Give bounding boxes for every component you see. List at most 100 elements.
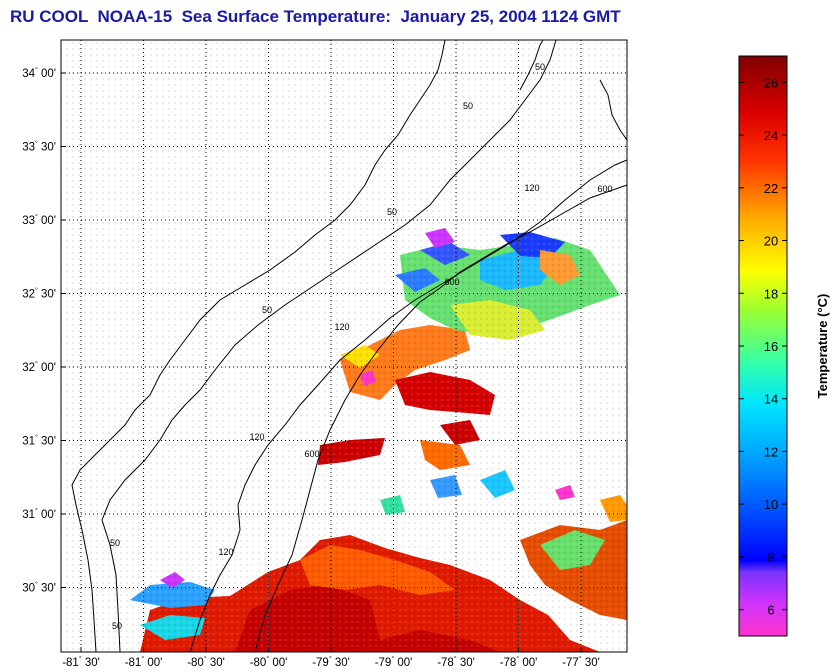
colorbar-tick-label: 6 xyxy=(767,603,774,618)
colorbar-tick-label: 10 xyxy=(764,497,778,512)
contour-label: 120 xyxy=(218,547,233,557)
lat-tick-label: 31° 30' xyxy=(22,434,56,448)
lat-min-text: 00' xyxy=(38,362,56,374)
lat-tick-label: 33° 30' xyxy=(22,140,56,154)
contour-label: 600 xyxy=(444,277,459,287)
contour-label: 50 xyxy=(463,101,473,111)
lon-tick-label: -78° 00' xyxy=(500,655,538,669)
lon-deg-text: -78 xyxy=(437,657,454,669)
lat-tick-label: 31° 00' xyxy=(22,507,56,521)
degree-symbol: ° xyxy=(391,655,394,663)
colorbar-ticks: 6 8 10 12 14 16 18 20 22 24 26 xyxy=(739,75,787,618)
lon-tick-label: -79° 30' xyxy=(312,655,350,669)
lat-deg-text: 32 xyxy=(22,362,35,374)
colorbar: 6 8 10 12 14 16 18 20 22 24 26 Temperature (°C) xyxy=(738,55,830,637)
lon-deg-text: -79 xyxy=(375,657,392,669)
lon-min-text: 30' xyxy=(82,657,100,669)
colorbar-tick-label: 26 xyxy=(764,75,778,90)
contour-label: 600 xyxy=(304,449,319,459)
lat-min-text: 30' xyxy=(38,583,56,595)
lat-tick-label: 34° 00' xyxy=(22,66,56,80)
lon-deg-text: -78 xyxy=(500,657,517,669)
contour-labels: 50 50 50 50 50 50 120 120 120 120 600 600 600 xyxy=(110,62,613,631)
chart-title: RU COOL NOAA-15 Sea Surface Temperature:… xyxy=(10,7,621,26)
lon-deg-text: -80 xyxy=(250,657,267,669)
colorbar-tick-label: 20 xyxy=(764,234,778,249)
contour-label: 50 xyxy=(262,305,272,315)
lon-min-text: 30' xyxy=(457,657,475,669)
lon-min-text: 00' xyxy=(519,657,537,669)
inlet-north xyxy=(599,79,627,141)
degree-symbol: ° xyxy=(79,655,82,663)
lat-tick-label: 33° 00' xyxy=(22,213,56,227)
degree-symbol: ° xyxy=(35,434,38,442)
colorbar-tick-label: 16 xyxy=(764,339,778,354)
contour-label: 50 xyxy=(387,207,397,217)
lon-tick-label: -79° 00' xyxy=(375,655,413,669)
plot-frame xyxy=(60,39,628,653)
lat-deg-text: 32 xyxy=(22,289,35,301)
degree-symbol: ° xyxy=(454,655,457,663)
degree-symbol: ° xyxy=(266,655,269,663)
lat-deg-text: 31 xyxy=(22,436,35,448)
lat-deg-text: 34 xyxy=(22,68,35,80)
colorbar-tick-label: 22 xyxy=(764,181,778,196)
longitude-labels: -81° 30' -81° 00' -80° 30' -80° 00' -79° 30'… xyxy=(62,647,600,669)
contour-label: 50 xyxy=(112,621,122,631)
degree-symbol: ° xyxy=(579,655,582,663)
lon-min-text: 30' xyxy=(582,657,600,669)
latitude-labels: 34° 00'33° 30'33° 00'32° 30'32° 00'31° 3… xyxy=(22,66,66,595)
sst-field xyxy=(61,40,627,652)
degree-symbol: ° xyxy=(204,655,207,663)
lat-tick-label: 32° 30' xyxy=(22,287,56,301)
lon-deg-text: -80 xyxy=(187,657,204,669)
lon-min-text: 00' xyxy=(394,657,412,669)
coastline xyxy=(71,40,446,652)
colorbar-tick-label: 8 xyxy=(767,550,774,565)
lon-min-text: 00' xyxy=(144,657,162,669)
contour-120 xyxy=(189,159,627,652)
lat-min-text: 30' xyxy=(38,142,56,154)
contour-label: 50 xyxy=(110,538,120,548)
lat-min-text: 00' xyxy=(38,509,56,521)
contour-label: 50 xyxy=(535,62,545,72)
lat-tick-label: 30° 30' xyxy=(22,581,56,595)
lon-tick-label: -80° 00' xyxy=(250,655,288,669)
degree-symbol: ° xyxy=(516,655,519,663)
lon-min-text: 30' xyxy=(207,657,225,669)
degree-symbol: ° xyxy=(35,507,38,515)
contour-50 xyxy=(101,40,557,652)
degree-symbol: ° xyxy=(35,213,38,221)
lat-deg-text: 31 xyxy=(22,509,35,521)
lon-tick-label: -81° 00' xyxy=(125,655,163,669)
colorbar-tick-label: 14 xyxy=(764,392,778,407)
lon-deg-text: -81 xyxy=(125,657,142,669)
lon-tick-label: -77° 30' xyxy=(562,655,600,669)
lat-min-text: 00' xyxy=(38,215,56,227)
degree-symbol: ° xyxy=(329,655,332,663)
degree-symbol: ° xyxy=(141,655,144,663)
degree-symbol: ° xyxy=(35,66,38,74)
degree-symbol: ° xyxy=(35,360,38,368)
lat-deg-text: 33 xyxy=(22,142,35,154)
contour-label: 120 xyxy=(249,432,264,442)
estuary-north xyxy=(519,40,544,91)
lat-deg-text: 30 xyxy=(22,583,35,595)
lat-deg-text: 33 xyxy=(22,215,35,227)
degree-symbol: ° xyxy=(35,140,38,148)
lon-min-text: 00' xyxy=(269,657,287,669)
lon-tick-label: -81° 30' xyxy=(62,655,100,669)
contour-label: 120 xyxy=(524,183,539,193)
degree-symbol: ° xyxy=(35,287,38,295)
contour-label: 600 xyxy=(597,184,612,194)
lon-deg-text: -81 xyxy=(62,657,79,669)
degree-symbol: ° xyxy=(35,581,38,589)
colorbar-tick-label: 18 xyxy=(764,286,778,301)
colorbar-tick-label: 12 xyxy=(764,444,778,459)
lon-tick-label: -80° 30' xyxy=(187,655,225,669)
lon-min-text: 30' xyxy=(332,657,350,669)
lat-min-text: 30' xyxy=(38,289,56,301)
lon-deg-text: -77 xyxy=(562,657,579,669)
contour-600 xyxy=(254,184,627,652)
contour-label: 120 xyxy=(334,322,349,332)
